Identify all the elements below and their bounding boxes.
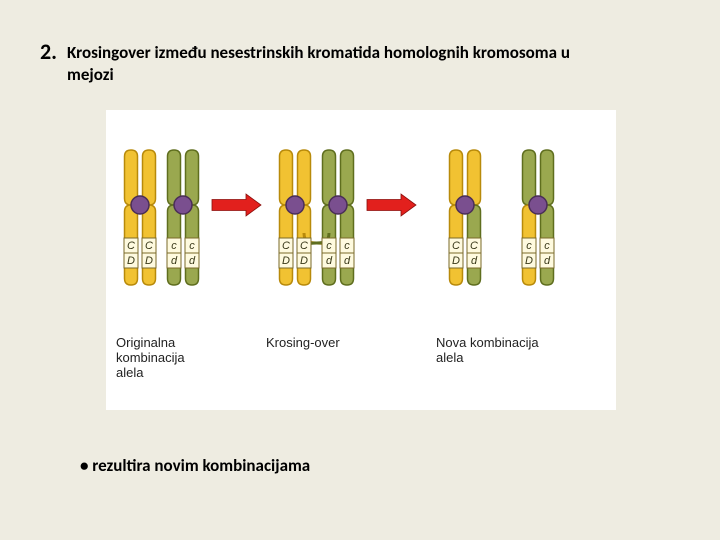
heading-text-line2: mejozi <box>67 64 114 85</box>
svg-text:C: C <box>282 240 290 252</box>
crossing-over-diagram: CDCDcdcdCDCDcdcdCDCdcDcd Originalnakombi… <box>106 110 616 410</box>
stage-label: Krosing-over <box>266 335 340 350</box>
svg-text:d: d <box>544 255 551 267</box>
bullet-result: • rezultira novim kombinacijama <box>80 455 310 476</box>
svg-text:C: C <box>127 240 135 252</box>
svg-text:d: d <box>189 255 196 267</box>
svg-text:D: D <box>145 255 153 267</box>
heading-text-line1: Krosingover između nesestrinskih kromati… <box>67 42 667 63</box>
svg-text:D: D <box>452 255 460 267</box>
svg-text:D: D <box>300 255 308 267</box>
stage-label: kombinacija <box>116 350 185 365</box>
svg-text:D: D <box>127 255 135 267</box>
svg-text:c: c <box>526 240 532 252</box>
stage-label: Nova kombinacija <box>436 335 539 350</box>
svg-text:D: D <box>282 255 290 267</box>
stage-label: alela <box>116 365 143 380</box>
svg-text:d: d <box>471 255 478 267</box>
svg-text:c: c <box>171 240 177 252</box>
svg-text:d: d <box>171 255 178 267</box>
svg-text:c: c <box>189 240 195 252</box>
svg-text:c: c <box>326 240 332 252</box>
svg-text:C: C <box>300 240 308 252</box>
svg-text:d: d <box>344 255 351 267</box>
heading-number: 2. <box>40 38 57 65</box>
svg-text:C: C <box>452 240 460 252</box>
svg-text:d: d <box>326 255 333 267</box>
svg-text:D: D <box>525 255 533 267</box>
svg-text:c: c <box>344 240 350 252</box>
stage-label: alela <box>436 350 463 365</box>
svg-text:C: C <box>470 240 478 252</box>
stage-label: Originalna <box>116 335 175 350</box>
svg-text:c: c <box>544 240 550 252</box>
svg-text:C: C <box>145 240 153 252</box>
